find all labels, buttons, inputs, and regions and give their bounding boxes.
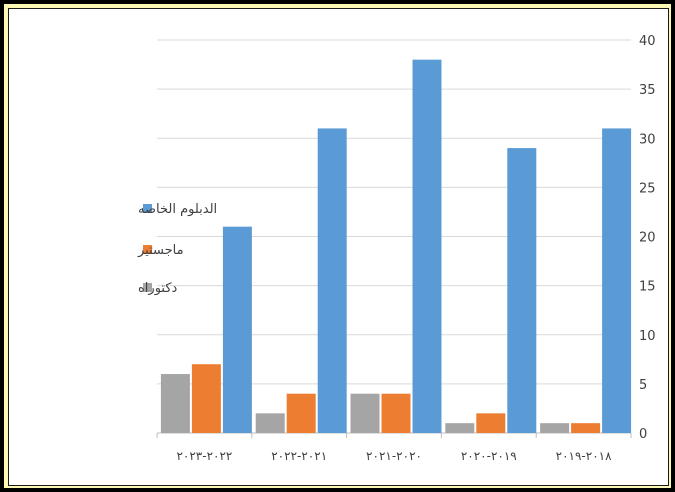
bar-grey-4 (161, 374, 190, 433)
bar-blue-4 (223, 227, 252, 433)
bar-orange-0 (571, 423, 600, 433)
x-tick-label-0: ٢٠١٨-٢٠١٩ (556, 449, 612, 463)
x-tick-label-4: ٢٠٢٢-٢٠٢٣ (176, 449, 232, 463)
bar-orange-1 (476, 413, 505, 433)
y-tick-label-1: 5 (639, 378, 647, 393)
y-tick-label-2: 10 (639, 329, 656, 344)
chart-panel: 0 5 10 15 20 25 30 35 40 ٢٠١٨-٢٠١٩ ٢٠١٩-٢٠٢٠ ٢٠٢٠-٢… (8, 8, 669, 486)
bar-blue-3 (318, 128, 347, 433)
y-tick-label-7: 35 (639, 83, 656, 98)
bar-grey-3 (256, 413, 285, 433)
legend-label-1: ماجستير (137, 243, 184, 258)
bar-blue-0 (602, 128, 631, 433)
bar-orange-4 (192, 364, 221, 433)
y-tick-label-0: 0 (639, 427, 647, 442)
bar-orange-3 (287, 394, 316, 433)
bar-grey-0 (540, 423, 569, 433)
y-tick-label-8: 40 (639, 34, 656, 49)
y-tick-label-5: 25 (639, 181, 656, 196)
x-tick-label-2: ٢٠٢٠-٢٠٢١ (366, 449, 422, 463)
y-tick-label-3: 15 (639, 280, 656, 295)
x-tick-label-1: ٢٠١٩-٢٠٢٠ (461, 449, 517, 463)
bar-blue-1 (507, 148, 536, 433)
bar-orange-2 (382, 394, 411, 433)
y-tick-label-6: 30 (639, 132, 656, 147)
y-tick-label-4: 20 (639, 231, 656, 246)
bar-grey-1 (445, 423, 474, 433)
legend-label-2: دكتوراه (138, 281, 178, 296)
legend-label-0: الدبلوم الخاصه (138, 202, 217, 217)
x-tick-label-3: ٢٠٢١-٢٠٢٢ (271, 449, 327, 463)
bar-chart: 0 5 10 15 20 25 30 35 40 ٢٠١٨-٢٠١٩ ٢٠١٩-٢٠٢٠ ٢٠٢٠-٢… (9, 9, 668, 485)
bar-blue-2 (413, 60, 442, 433)
bar-grey-2 (351, 394, 380, 433)
